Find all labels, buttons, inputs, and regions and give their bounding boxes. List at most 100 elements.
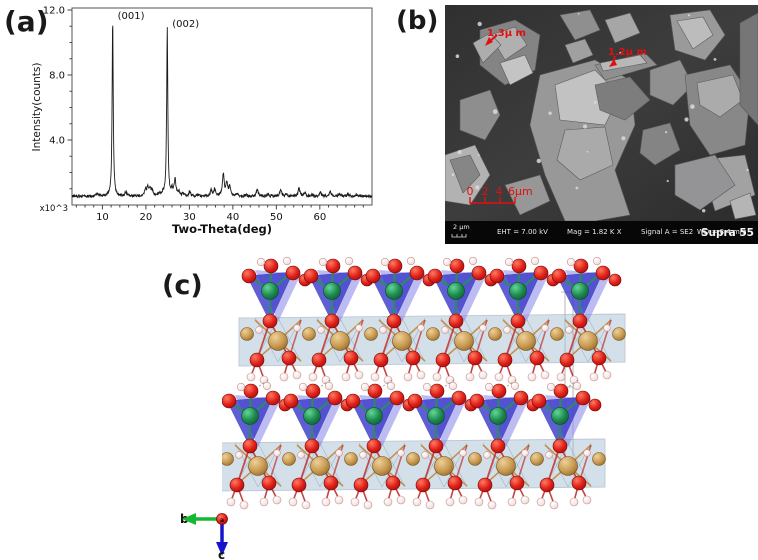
atom: [531, 393, 547, 409]
bond: [525, 317, 550, 363]
bond: [316, 317, 341, 363]
atom: [282, 452, 296, 466]
atom: [429, 383, 445, 399]
atom: [536, 497, 546, 507]
ruler-label-0: 0: [467, 185, 474, 198]
bond: [339, 317, 364, 363]
y-tick-label: 8.0: [49, 71, 65, 82]
status-bar-background: [445, 221, 758, 244]
atom: [602, 370, 612, 380]
y-tick-label: 12.0: [43, 6, 65, 17]
atom: [406, 452, 420, 466]
atom: [469, 393, 485, 409]
atom: [325, 258, 341, 274]
atom: [239, 500, 249, 510]
atom: [448, 313, 464, 329]
atom: [386, 381, 396, 391]
sem-particle: [472, 32, 502, 64]
measurement-arrowhead-2: [609, 59, 617, 67]
atom: [380, 257, 390, 267]
sem-speckle: [690, 104, 695, 109]
atom: [263, 258, 279, 274]
atom: [434, 456, 454, 476]
sem-particle: [739, 12, 758, 126]
atom: [373, 352, 389, 368]
atom: [571, 282, 589, 300]
atom: [441, 326, 449, 334]
atom: [334, 495, 344, 505]
atom: [386, 313, 402, 329]
atom: [468, 452, 482, 466]
atom: [243, 383, 259, 399]
atom: [591, 350, 607, 366]
ruler-label-6um: 6μm: [508, 185, 533, 198]
atom: [397, 449, 405, 457]
ruler-ticks: [469, 197, 516, 204]
atom: [389, 390, 405, 406]
sem-status-bar: 2 μm EHT = 7.00 kV Mag = 1.82 K X Signal…: [445, 221, 758, 244]
x-tick-label: 30: [183, 212, 196, 223]
atom: [550, 327, 564, 341]
atom: [582, 495, 592, 505]
atom: [573, 258, 589, 274]
atom: [603, 324, 611, 332]
sem-particle: [674, 154, 736, 211]
measurement-label-1: 1.3μ m: [487, 28, 526, 39]
atom: [520, 495, 530, 505]
atom: [279, 372, 289, 382]
bond: [544, 442, 569, 488]
atom: [458, 495, 468, 505]
sem-speckle: [619, 51, 623, 56]
sem-speckle: [583, 124, 587, 129]
atom: [222, 393, 237, 409]
c-axis-arrowhead: [216, 542, 228, 556]
y-axis-title: Intensity(counts): [31, 63, 43, 152]
atom: [302, 327, 316, 341]
atom: [323, 282, 341, 300]
atom: [427, 268, 443, 284]
x-tick-label: 50: [270, 212, 283, 223]
atom: [447, 475, 463, 491]
atom: [273, 449, 281, 457]
atom: [303, 268, 319, 284]
xrd-trace: [71, 25, 373, 199]
atom: [305, 383, 321, 399]
sem-speckle: [666, 179, 669, 183]
status-mag: Mag = 1.82 K X: [567, 228, 622, 236]
bond: [587, 317, 612, 363]
atom: [467, 350, 483, 366]
bond: [277, 317, 302, 363]
atom: [510, 381, 520, 391]
sem-particle: [696, 74, 744, 118]
status-signal: Signal A = SE2: [641, 228, 693, 236]
atom: [565, 326, 573, 334]
peak-label: (002): [172, 19, 199, 30]
atom: [226, 497, 236, 507]
xrd-curve: [71, 25, 373, 199]
atom: [310, 456, 330, 476]
atom: [510, 313, 526, 329]
sem-particles: [445, 9, 758, 222]
atom: [513, 390, 529, 406]
sem-speckle: [492, 109, 498, 115]
atom: [365, 268, 381, 284]
crystal-scene: [222, 256, 626, 510]
atom: [417, 324, 425, 332]
atom: [592, 452, 606, 466]
sem-particle: [594, 76, 651, 121]
atom: [428, 438, 444, 454]
atom: [478, 370, 488, 380]
atom: [249, 352, 265, 368]
sem-speckle: [475, 185, 480, 190]
atom: [311, 352, 327, 368]
sem-speckle: [593, 101, 597, 104]
atom: [552, 438, 568, 454]
atom: [530, 256, 540, 266]
atom: [488, 327, 502, 341]
atom: [285, 265, 301, 281]
atom: [385, 475, 401, 491]
atom: [608, 273, 622, 287]
atom: [588, 398, 602, 412]
atom: [572, 313, 588, 329]
atom: [405, 350, 421, 366]
